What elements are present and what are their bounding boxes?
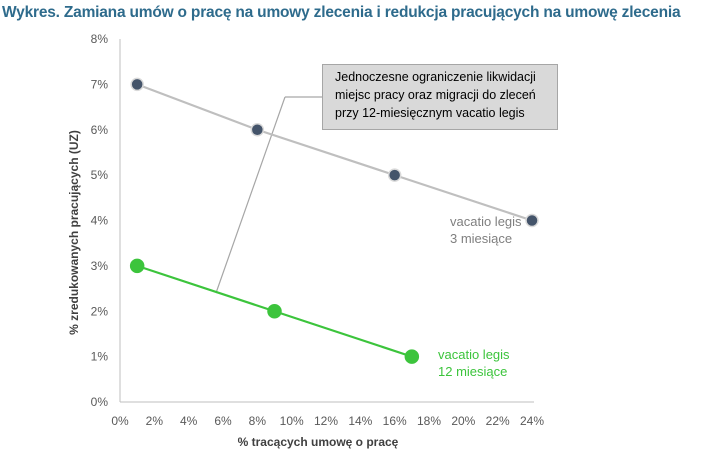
annotation-line-3: przy 12-miesięcznym vacatio legis bbox=[335, 106, 525, 120]
x-tick-label: 6% bbox=[214, 414, 232, 428]
y-tick-label: 2% bbox=[91, 304, 109, 318]
callout-pointer bbox=[215, 96, 286, 294]
x-tick-label: 22% bbox=[486, 414, 510, 428]
annotation-line-2: miejsc pracy oraz migracji do zleceń bbox=[335, 88, 536, 102]
x-tick-label: 10% bbox=[280, 414, 304, 428]
chart-title: Wykres. Zamiana umów o pracę na umowy zl… bbox=[2, 4, 681, 21]
series-vacatio-12m bbox=[129, 258, 420, 364]
annotation-line-1: Jednoczesne ograniczenie likwidacji bbox=[335, 70, 536, 84]
x-axis-title: % tracących umowę o pracę bbox=[238, 435, 399, 449]
y-tick-label: 5% bbox=[91, 168, 109, 182]
data-point bbox=[130, 77, 144, 92]
data-point bbox=[129, 258, 145, 274]
y-tick-labels: 0% 1% 2% 3% 4% 5% 6% 7% 8% bbox=[91, 32, 109, 409]
y-axis-title: % zredukowanych pracujących (UZ) bbox=[67, 130, 81, 335]
series-label: vacatio legis bbox=[438, 347, 510, 362]
series-label: 12 miesiące bbox=[438, 364, 507, 379]
series-labels: vacatio legis 3 miesiące vacatio legis 12 m… bbox=[438, 214, 522, 379]
y-tick-label: 3% bbox=[91, 259, 109, 273]
axes bbox=[119, 39, 534, 403]
y-tick-label: 1% bbox=[91, 350, 109, 364]
x-tick-labels: 0% 2% 4% 6% 8% 10% 12% 14% 16% 18% 20% 22% 24% bbox=[111, 414, 544, 428]
data-point bbox=[525, 213, 539, 228]
y-tick-label: 0% bbox=[91, 395, 109, 409]
annotation-callout: Jednoczesne ograniczenie likwidacji miej… bbox=[322, 64, 558, 130]
series-label: vacatio legis bbox=[450, 214, 522, 229]
x-tick-label: 8% bbox=[249, 414, 267, 428]
x-tick-label: 0% bbox=[111, 414, 129, 428]
x-tick-label: 14% bbox=[348, 414, 372, 428]
data-point bbox=[387, 168, 402, 182]
y-tick-label: 8% bbox=[91, 32, 109, 46]
series-label: 3 miesiące bbox=[450, 231, 512, 246]
data-point bbox=[267, 304, 282, 319]
x-tick-label: 18% bbox=[417, 414, 441, 428]
series-line bbox=[136, 83, 533, 222]
data-point bbox=[250, 123, 265, 137]
y-tick-label: 4% bbox=[91, 214, 109, 228]
y-tick-label: 7% bbox=[91, 77, 109, 91]
series-layer bbox=[129, 77, 539, 364]
x-tick-label: 12% bbox=[314, 414, 338, 428]
series-vacatio-3m bbox=[130, 77, 539, 228]
x-tick-label: 2% bbox=[146, 414, 164, 428]
data-point bbox=[404, 349, 420, 364]
x-tick-label: 16% bbox=[383, 414, 407, 428]
x-tick-label: 24% bbox=[520, 414, 544, 428]
y-tick-label: 6% bbox=[91, 123, 109, 137]
x-tick-label: 4% bbox=[180, 414, 198, 428]
x-tick-label: 20% bbox=[451, 414, 475, 428]
